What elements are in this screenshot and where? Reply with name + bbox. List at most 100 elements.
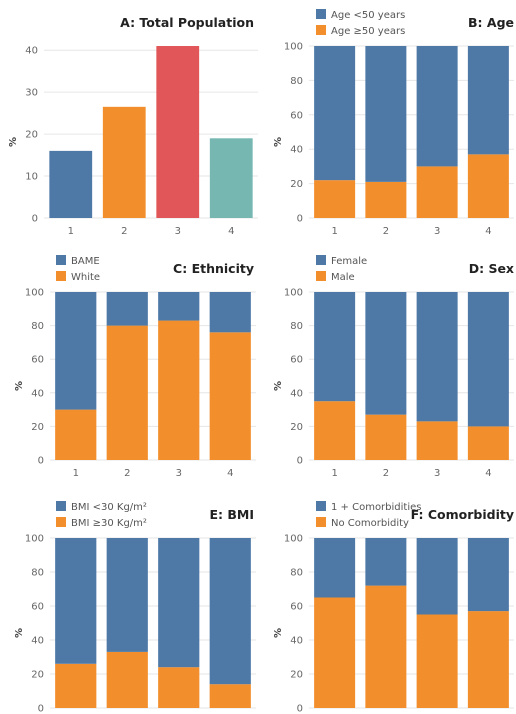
bar-segment xyxy=(314,292,356,402)
bar xyxy=(156,46,200,218)
y-tick-label: 40 xyxy=(25,46,38,57)
y-axis-label: % xyxy=(14,381,25,391)
y-tick-label: 20 xyxy=(31,670,44,681)
bar-segment xyxy=(209,684,251,708)
chart-panel-d: 0 20 40 60 80 100% 1 2 3 4 D: Sex Female Male xyxy=(273,255,514,479)
legend-label: Age ≥50 years xyxy=(331,26,405,37)
y-tick-label: 0 xyxy=(297,456,303,467)
legend-label: Female xyxy=(331,256,367,267)
x-tick-label: 4 xyxy=(228,226,234,237)
y-tick-label: 80 xyxy=(31,321,44,332)
legend-swatch xyxy=(56,255,66,265)
x-tick-label: 4 xyxy=(485,226,491,237)
bar-segment xyxy=(209,292,251,333)
bar-segment xyxy=(106,538,148,652)
bar-segment xyxy=(416,166,458,218)
legend-label: BMI ≥30 Kg/m² xyxy=(71,518,147,529)
bar-segment xyxy=(365,585,407,708)
legend-swatch xyxy=(56,501,66,511)
bar xyxy=(49,150,93,218)
bar-segment xyxy=(416,292,458,422)
x-tick-label: 4 xyxy=(227,468,233,479)
bar-segment xyxy=(416,614,458,708)
chart-title: B: Age xyxy=(468,15,514,30)
bar-segment xyxy=(416,421,458,460)
bar-segment xyxy=(209,332,251,460)
chart-panel-b: 0 20 40 60 80 100% 1 2 3 4 B: Age Age <50 years Age … xyxy=(273,9,514,237)
y-tick-label: 60 xyxy=(31,355,44,366)
legend-swatch xyxy=(316,25,326,35)
chart-title: C: Ethnicity xyxy=(173,261,254,276)
y-tick-label: 100 xyxy=(284,42,303,53)
y-tick-label: 20 xyxy=(31,422,44,433)
y-tick-label: 100 xyxy=(25,534,44,545)
y-tick-label: 20 xyxy=(290,670,303,681)
legend-label: White xyxy=(71,272,100,283)
chart-title: D: Sex xyxy=(469,261,514,276)
legend-label: BAME xyxy=(71,256,100,267)
bar-segment xyxy=(314,46,356,181)
bar-segment xyxy=(158,538,200,668)
y-tick-label: 0 xyxy=(297,214,303,225)
legend-swatch xyxy=(316,271,326,281)
y-axis-label: % xyxy=(273,381,284,391)
bar-segment xyxy=(55,663,97,708)
legend-label: Male xyxy=(331,272,355,283)
x-tick-label: 3 xyxy=(434,226,440,237)
legend-label: 1 + Comorbidities xyxy=(331,502,421,513)
x-tick-label: 1 xyxy=(331,468,337,479)
bar-segment xyxy=(55,409,97,460)
y-tick-label: 80 xyxy=(290,321,303,332)
bar-segment xyxy=(467,292,509,427)
bar-segment xyxy=(416,46,458,167)
bar xyxy=(102,106,146,218)
x-tick-label: 1 xyxy=(68,226,74,237)
y-tick-label: 40 xyxy=(31,388,44,399)
y-tick-label: 0 xyxy=(32,214,38,225)
y-tick-label: 80 xyxy=(290,76,303,87)
legend-label: Age <50 years xyxy=(331,10,405,21)
bar-segment xyxy=(467,538,509,612)
legend-swatch xyxy=(56,517,66,527)
chart-title: A: Total Population xyxy=(120,15,254,30)
x-tick-label: 2 xyxy=(383,468,389,479)
bar-segment xyxy=(106,292,148,326)
x-tick-label: 2 xyxy=(383,226,389,237)
y-axis-label: % xyxy=(14,628,25,638)
bar-segment xyxy=(467,611,509,708)
x-tick-label: 3 xyxy=(434,468,440,479)
legend-swatch xyxy=(316,9,326,19)
legend-swatch xyxy=(316,517,326,527)
bar-segment xyxy=(158,320,200,460)
x-tick-label: 2 xyxy=(124,468,130,479)
y-axis-label: % xyxy=(8,137,19,147)
y-tick-label: 40 xyxy=(290,388,303,399)
bar-segment xyxy=(209,538,251,685)
legend-swatch xyxy=(316,501,326,511)
y-tick-label: 60 xyxy=(290,602,303,613)
bar xyxy=(209,138,253,218)
chart-title: F: Comorbidity xyxy=(411,507,514,522)
legend-swatch xyxy=(316,255,326,265)
x-tick-label: 2 xyxy=(121,226,127,237)
bar-segment xyxy=(365,46,407,182)
bar-segment xyxy=(55,538,97,664)
bar-segment xyxy=(467,154,509,218)
bar-segment xyxy=(314,597,356,708)
bar-segment xyxy=(106,325,148,460)
bar-segment xyxy=(365,181,407,218)
legend-label: No Comorbidity xyxy=(331,518,409,529)
bar-segment xyxy=(467,46,509,155)
x-tick-label: 4 xyxy=(485,468,491,479)
bar-segment xyxy=(365,538,407,586)
y-tick-label: 40 xyxy=(290,145,303,156)
y-tick-label: 60 xyxy=(290,110,303,121)
x-tick-label: 1 xyxy=(73,468,79,479)
bar-segment xyxy=(416,538,458,615)
y-tick-label: 100 xyxy=(284,534,303,545)
legend-swatch xyxy=(56,271,66,281)
y-tick-label: 20 xyxy=(290,179,303,190)
y-tick-label: 30 xyxy=(25,88,38,99)
